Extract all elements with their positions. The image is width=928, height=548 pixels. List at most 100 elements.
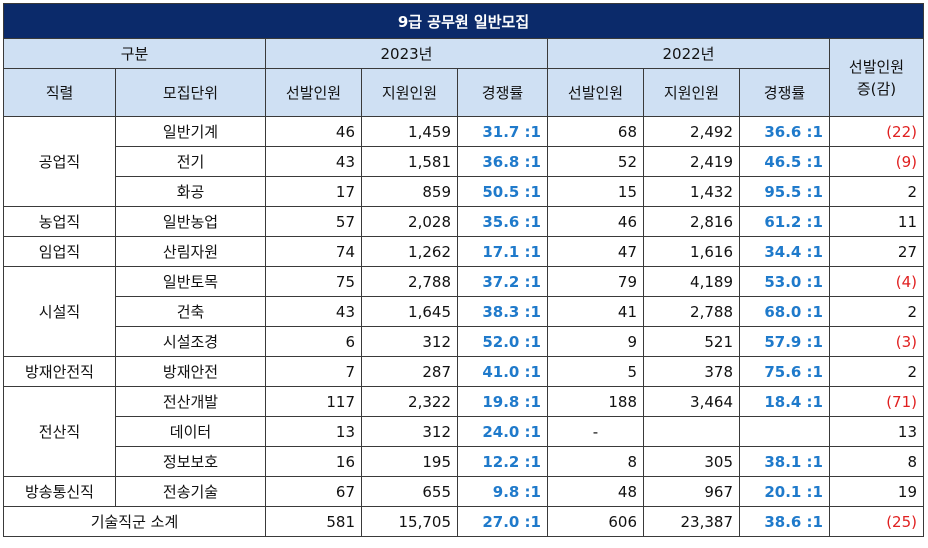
selected-2023-cell[interactable]: 74 <box>265 236 362 267</box>
applicants-2023-cell[interactable]: 655 <box>361 476 458 507</box>
unit-cell[interactable]: 전송기술 <box>115 476 266 507</box>
selected-2023-cell[interactable]: 7 <box>265 356 362 387</box>
subtotal-rate-2023[interactable]: 27.0 :1 <box>457 506 548 537</box>
unit-cell[interactable]: 데이터 <box>115 416 266 447</box>
applicants-2022-cell[interactable]: 2,788 <box>643 296 740 327</box>
selected-2022-cell[interactable]: 68 <box>547 116 644 147</box>
subtotal-selected-2022[interactable]: 606 <box>547 506 644 537</box>
applicants-2023-cell[interactable]: 859 <box>361 176 458 207</box>
selected-2023-cell[interactable]: 43 <box>265 146 362 177</box>
applicants-2023-cell[interactable]: 312 <box>361 326 458 357</box>
applicants-2022-cell[interactable]: 4,189 <box>643 266 740 297</box>
rate-2022-cell[interactable]: 38.1 :1 <box>739 446 830 477</box>
applicants-2023-cell[interactable]: 1,262 <box>361 236 458 267</box>
selected-2022-cell[interactable]: 8 <box>547 446 644 477</box>
rate-2022-cell[interactable] <box>739 416 830 447</box>
applicants-2022-cell[interactable]: 2,492 <box>643 116 740 147</box>
unit-cell[interactable]: 전산개발 <box>115 386 266 417</box>
applicants-2023-cell[interactable]: 2,788 <box>361 266 458 297</box>
change-cell[interactable]: 8 <box>829 446 924 477</box>
applicants-2023-cell[interactable]: 287 <box>361 356 458 387</box>
selected-2023-cell[interactable]: 46 <box>265 116 362 147</box>
rate-2023-cell[interactable]: 24.0 :1 <box>457 416 548 447</box>
job-cell[interactable]: 시설직 <box>3 266 116 357</box>
applicants-2022-cell[interactable]: 2,419 <box>643 146 740 177</box>
change-cell[interactable]: 19 <box>829 476 924 507</box>
job-cell[interactable]: 공업직 <box>3 116 116 207</box>
selected-2023-cell[interactable]: 16 <box>265 446 362 477</box>
rate-2022-cell[interactable]: 36.6 :1 <box>739 116 830 147</box>
selected-2022-cell[interactable]: - <box>547 416 644 447</box>
rate-2023-cell[interactable]: 38.3 :1 <box>457 296 548 327</box>
change-cell[interactable]: 2 <box>829 356 924 387</box>
rate-2023-cell[interactable]: 9.8 :1 <box>457 476 548 507</box>
change-cell[interactable]: 2 <box>829 176 924 207</box>
unit-cell[interactable]: 건축 <box>115 296 266 327</box>
selected-2023-cell[interactable]: 117 <box>265 386 362 417</box>
applicants-2022-cell[interactable]: 1,432 <box>643 176 740 207</box>
selected-2022-cell[interactable]: 5 <box>547 356 644 387</box>
selected-2023-cell[interactable]: 75 <box>265 266 362 297</box>
selected-2023-cell[interactable]: 13 <box>265 416 362 447</box>
subtotal-selected-2023[interactable]: 581 <box>265 506 362 537</box>
applicants-2023-cell[interactable]: 2,028 <box>361 206 458 237</box>
rate-2023-cell[interactable]: 36.8 :1 <box>457 146 548 177</box>
selected-2022-cell[interactable]: 52 <box>547 146 644 177</box>
applicants-2022-cell[interactable]: 521 <box>643 326 740 357</box>
applicants-2022-cell[interactable]: 1,616 <box>643 236 740 267</box>
selected-2023-cell[interactable]: 57 <box>265 206 362 237</box>
applicants-2023-cell[interactable]: 1,645 <box>361 296 458 327</box>
subtotal-change[interactable]: (25) <box>829 506 924 537</box>
selected-2022-cell[interactable]: 79 <box>547 266 644 297</box>
selected-2023-cell[interactable]: 17 <box>265 176 362 207</box>
change-cell[interactable]: (4) <box>829 266 924 297</box>
change-cell[interactable]: (71) <box>829 386 924 417</box>
rate-2023-cell[interactable]: 12.2 :1 <box>457 446 548 477</box>
selected-2023-cell[interactable]: 43 <box>265 296 362 327</box>
rate-2022-cell[interactable]: 68.0 :1 <box>739 296 830 327</box>
subtotal-applicants-2022[interactable]: 23,387 <box>643 506 740 537</box>
rate-2023-cell[interactable]: 35.6 :1 <box>457 206 548 237</box>
rate-2022-cell[interactable]: 75.6 :1 <box>739 356 830 387</box>
change-cell[interactable]: 2 <box>829 296 924 327</box>
rate-2022-cell[interactable]: 95.5 :1 <box>739 176 830 207</box>
rate-2023-cell[interactable]: 41.0 :1 <box>457 356 548 387</box>
rate-2022-cell[interactable]: 57.9 :1 <box>739 326 830 357</box>
selected-2022-cell[interactable]: 188 <box>547 386 644 417</box>
unit-cell[interactable]: 정보보호 <box>115 446 266 477</box>
rate-2023-cell[interactable]: 19.8 :1 <box>457 386 548 417</box>
rate-2023-cell[interactable]: 17.1 :1 <box>457 236 548 267</box>
applicants-2022-cell[interactable] <box>643 416 740 447</box>
applicants-2023-cell[interactable]: 2,322 <box>361 386 458 417</box>
unit-cell[interactable]: 방재안전 <box>115 356 266 387</box>
rate-2022-cell[interactable]: 53.0 :1 <box>739 266 830 297</box>
rate-2023-cell[interactable]: 37.2 :1 <box>457 266 548 297</box>
subtotal-rate-2022[interactable]: 38.6 :1 <box>739 506 830 537</box>
unit-cell[interactable]: 일반기계 <box>115 116 266 147</box>
rate-2022-cell[interactable]: 46.5 :1 <box>739 146 830 177</box>
applicants-2022-cell[interactable]: 305 <box>643 446 740 477</box>
unit-cell[interactable]: 시설조경 <box>115 326 266 357</box>
selected-2022-cell[interactable]: 47 <box>547 236 644 267</box>
unit-cell[interactable]: 화공 <box>115 176 266 207</box>
change-cell[interactable]: (9) <box>829 146 924 177</box>
subtotal-label[interactable]: 기술직군 소계 <box>3 506 266 537</box>
unit-cell[interactable]: 일반토목 <box>115 266 266 297</box>
rate-2022-cell[interactable]: 20.1 :1 <box>739 476 830 507</box>
rate-2022-cell[interactable]: 18.4 :1 <box>739 386 830 417</box>
unit-cell[interactable]: 전기 <box>115 146 266 177</box>
selected-2022-cell[interactable]: 9 <box>547 326 644 357</box>
rate-2023-cell[interactable]: 31.7 :1 <box>457 116 548 147</box>
selected-2022-cell[interactable]: 46 <box>547 206 644 237</box>
selected-2022-cell[interactable]: 48 <box>547 476 644 507</box>
change-cell[interactable]: 13 <box>829 416 924 447</box>
rate-2022-cell[interactable]: 61.2 :1 <box>739 206 830 237</box>
rate-2022-cell[interactable]: 34.4 :1 <box>739 236 830 267</box>
change-cell[interactable]: 27 <box>829 236 924 267</box>
applicants-2022-cell[interactable]: 3,464 <box>643 386 740 417</box>
unit-cell[interactable]: 산림자원 <box>115 236 266 267</box>
unit-cell[interactable]: 일반농업 <box>115 206 266 237</box>
selected-2022-cell[interactable]: 15 <box>547 176 644 207</box>
job-cell[interactable]: 방재안전직 <box>3 356 116 387</box>
applicants-2023-cell[interactable]: 1,459 <box>361 116 458 147</box>
